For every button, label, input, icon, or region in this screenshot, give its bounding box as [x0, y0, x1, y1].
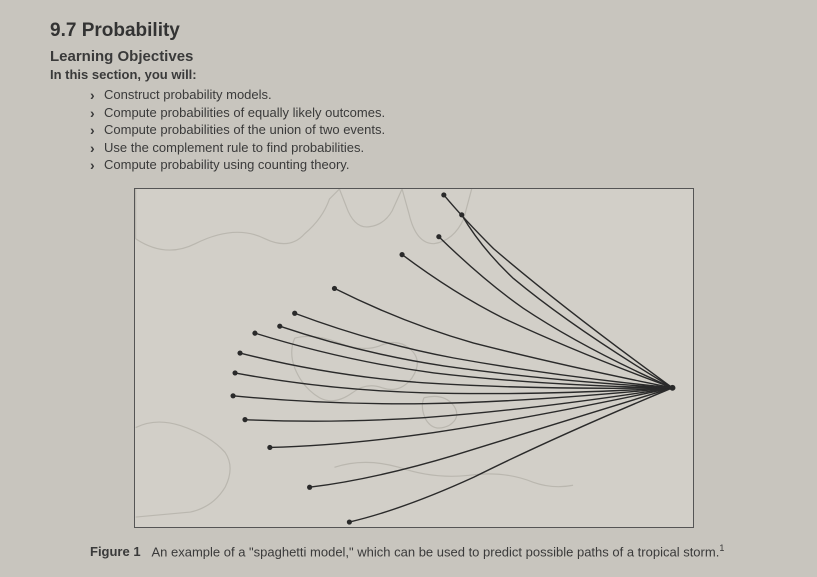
figure-container: Figure 1 An example of a "spaghetti mode…: [50, 188, 777, 559]
objectives-list: Construct probability models.Compute pro…: [90, 86, 777, 174]
learning-objectives-heading: Learning Objectives: [50, 48, 777, 65]
figure-caption-text: An example of a "spaghetti model," which…: [151, 544, 719, 559]
figure-label: Figure 1: [90, 544, 141, 559]
objective-item: Use the complement rule to find probabil…: [90, 139, 777, 157]
section-title: 9.7 Probability: [50, 20, 777, 42]
spaghetti-model-svg: [135, 189, 693, 527]
objective-item: Compute probabilities of the union of tw…: [90, 121, 777, 139]
spaghetti-model-figure: [134, 188, 694, 528]
section-intro: In this section, you will:: [50, 67, 777, 82]
figure-caption: Figure 1 An example of a "spaghetti mode…: [50, 543, 777, 559]
objective-item: Compute probability using counting theor…: [90, 156, 777, 174]
objective-item: Compute probabilities of equally likely …: [90, 104, 777, 122]
footnote-marker: 1: [719, 543, 724, 553]
objective-item: Construct probability models.: [90, 86, 777, 104]
